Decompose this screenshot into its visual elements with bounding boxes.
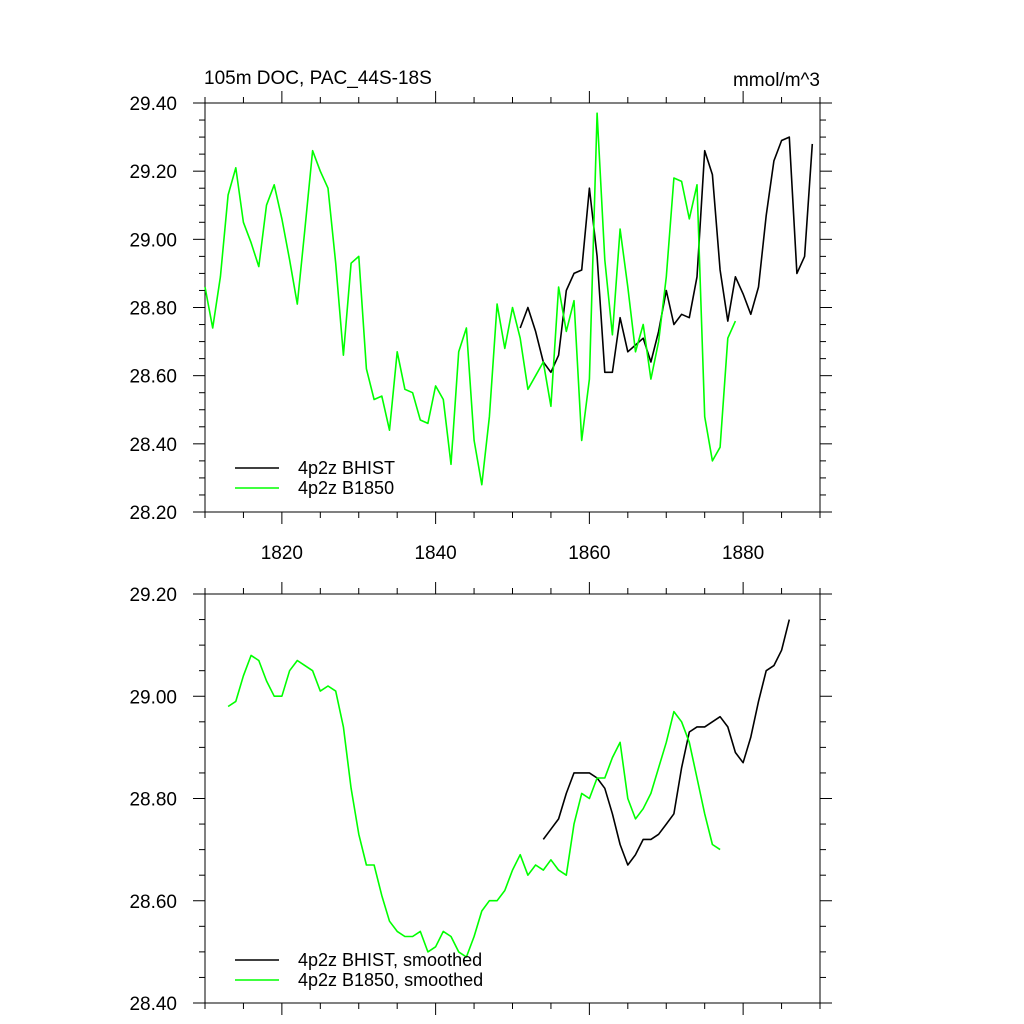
top-panel: 105m DOC, PAC_44S-18S mmol/m^3 1820 1840 1… xyxy=(129,68,832,564)
y-tick-label: 28.80 xyxy=(129,790,177,811)
y-tick-label: 28.80 xyxy=(129,299,177,320)
series-line-b1850 xyxy=(227,654,721,958)
y-tick-label: 29.00 xyxy=(129,230,177,251)
series-line-b1850 xyxy=(204,112,737,486)
top-panel-title: 105m DOC, PAC_44S-18S xyxy=(204,68,432,89)
x-tick-label: 1880 xyxy=(722,543,764,564)
y-tick-label: 29.20 xyxy=(129,162,177,183)
y-tick-label: 28.20 xyxy=(129,503,177,524)
y-tick-label: 28.60 xyxy=(129,367,177,388)
legend-label: 4p2z BHIST xyxy=(298,458,395,478)
y-tick-label: 28.40 xyxy=(129,994,177,1015)
legend-label: 4p2z B1850 xyxy=(298,478,394,498)
bottom-panel: 28.40 28.60 28.80 29.00 29.20 4p2z BHIST, sm… xyxy=(129,582,832,1015)
x-tick-label: 1840 xyxy=(414,543,456,564)
series-line-bhist xyxy=(542,619,791,866)
top-axes: 1820 1840 1860 1880 28.20 28.40 28.60 28.80 29.0… xyxy=(129,91,832,564)
bottom-series xyxy=(227,619,791,958)
x-tick-label: 1820 xyxy=(261,543,303,564)
legend-label: 4p2z B1850, smoothed xyxy=(298,970,483,990)
y-tick-label: 29.00 xyxy=(129,687,177,708)
top-series xyxy=(204,112,814,486)
y-tick-label: 29.20 xyxy=(129,585,177,606)
x-tick-label: 1860 xyxy=(568,543,610,564)
legend-label: 4p2z BHIST, smoothed xyxy=(298,950,482,970)
bottom-axes: 28.40 28.60 28.80 29.00 29.20 xyxy=(129,582,832,1015)
series-line-bhist xyxy=(519,136,814,374)
plot-frame xyxy=(204,593,821,1004)
y-tick-label: 29.40 xyxy=(129,94,177,115)
units-label: mmol/m^3 xyxy=(733,70,820,91)
y-tick-label: 28.40 xyxy=(129,435,177,456)
y-tick-label: 28.60 xyxy=(129,892,177,913)
